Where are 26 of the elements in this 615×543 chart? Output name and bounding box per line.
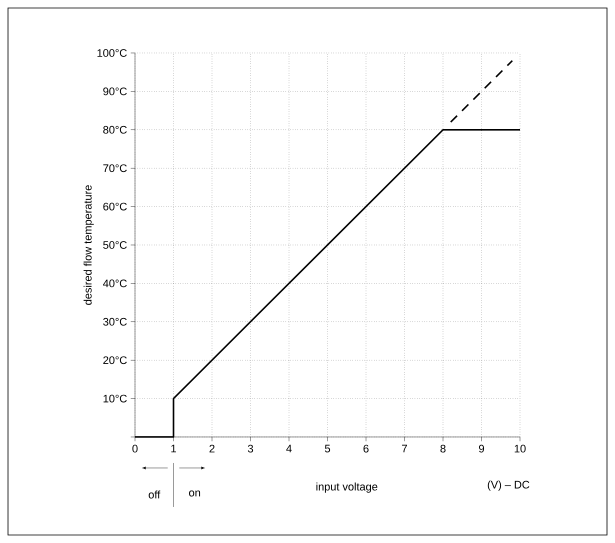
y-tick-label: 70°C bbox=[103, 164, 127, 172]
y-axis-title: desired flow temperature bbox=[84, 185, 94, 305]
x-tick-label: 2 bbox=[210, 444, 215, 452]
x-tick-label: 3 bbox=[248, 444, 254, 453]
y-tick-label: 50°C bbox=[103, 241, 127, 249]
text: off bbox=[148, 490, 160, 499]
text: (V) – DC bbox=[488, 480, 530, 491]
x-tick-label: 4 bbox=[286, 444, 292, 452]
y-tick-label: 80°C bbox=[103, 126, 127, 134]
y-tick-label: 10°C bbox=[104, 394, 127, 402]
x-tick-label: 7 bbox=[402, 444, 408, 452]
x-axis-title: input voltage bbox=[316, 482, 378, 493]
y-tick-label: 20°C bbox=[103, 356, 127, 364]
x-tick-label: 10 bbox=[514, 444, 526, 453]
y-tick-label: 30°C bbox=[103, 318, 127, 326]
x-tick-label: 8 bbox=[440, 444, 446, 453]
x-tick-label: 5 bbox=[324, 444, 330, 452]
y-tick-label: 60°C bbox=[103, 202, 127, 210]
x-tick-label: 6 bbox=[364, 444, 369, 453]
x-tick-label: 1 bbox=[171, 444, 176, 452]
text: on bbox=[189, 490, 200, 497]
y-tick-label: 40°C bbox=[103, 280, 127, 288]
y-tick-label: 90°C bbox=[103, 88, 127, 96]
y-tick-label: 100°C bbox=[97, 49, 127, 57]
x-tick-label: 0 bbox=[132, 444, 138, 453]
x-tick-label: 9 bbox=[478, 444, 484, 453]
